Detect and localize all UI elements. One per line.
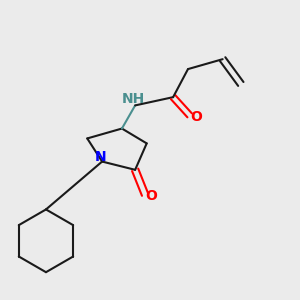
Text: O: O — [145, 189, 157, 203]
Text: O: O — [190, 110, 202, 124]
Text: NH: NH — [122, 92, 145, 106]
Text: N: N — [95, 150, 106, 164]
